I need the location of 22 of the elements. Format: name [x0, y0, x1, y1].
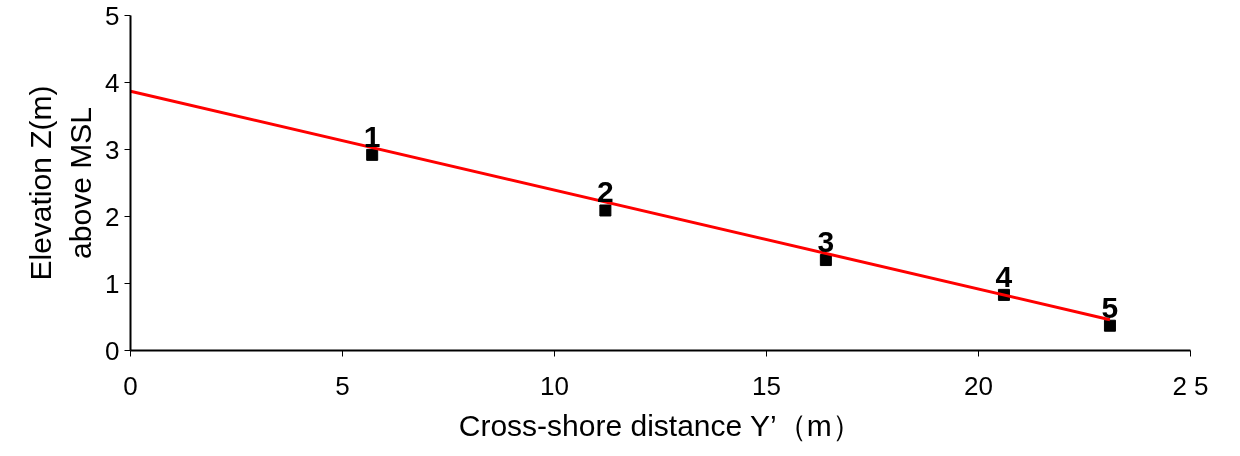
y-tick-label: 2	[105, 201, 120, 232]
x-axis-title: Cross-shore distance Y’（m）	[458, 408, 862, 442]
x-tick-label: 20	[964, 370, 993, 401]
annotation: 1	[363, 119, 381, 153]
point	[366, 148, 379, 161]
annotation: 3	[817, 225, 835, 259]
annotation: 2	[597, 175, 614, 209]
y-tick-label: 4	[105, 67, 120, 98]
x-tick-label: 15	[752, 370, 781, 401]
point	[599, 204, 612, 217]
x-tick-label: 2 5	[1172, 370, 1209, 401]
point	[819, 254, 832, 267]
y-tick-label: 3	[105, 134, 120, 165]
point	[1103, 319, 1116, 332]
x-tick-label: 5	[335, 370, 350, 401]
y-tick-label: 5	[105, 0, 120, 31]
x-tick-label: 10	[540, 370, 569, 401]
y-axis-title: Elevation Z(m) above MSL	[24, 85, 98, 281]
annotation: 5	[1101, 290, 1119, 324]
y-tick-label: 0	[105, 335, 120, 366]
annotation: 4	[995, 259, 1013, 293]
y-tick-label: 1	[105, 268, 120, 299]
